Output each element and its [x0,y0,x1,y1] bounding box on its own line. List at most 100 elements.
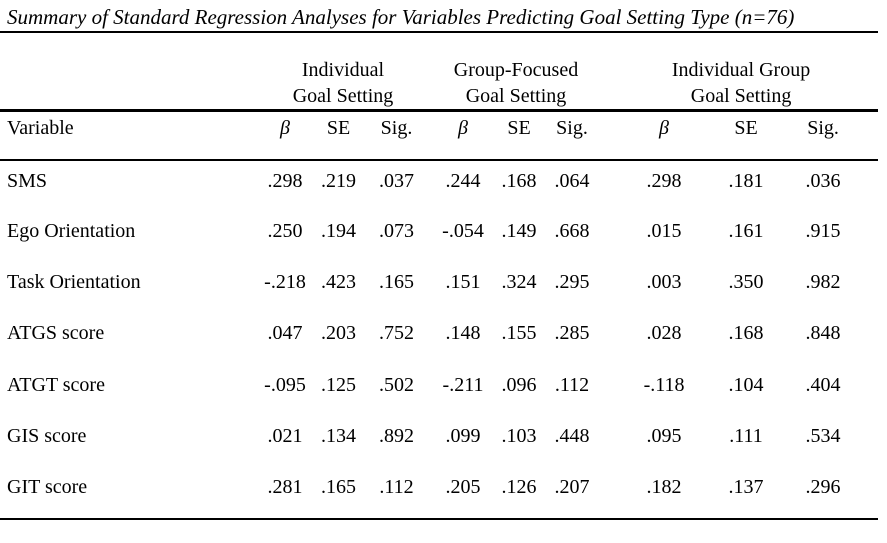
stat-value: .207 [540,467,605,520]
stat-value: .350 [728,271,764,294]
stat-value: .137 [724,467,769,520]
stat-value: .096 [501,373,537,396]
variable-label: SMS [7,169,48,192]
table-body: SMS .298 .219 .037 .244 .168 .064 .298 .181 .036 E… [0,160,879,520]
stat-value: .668 [554,219,590,242]
stat-value: -.218 [264,271,306,294]
stat-value: .148 [445,322,481,345]
stat-value: .219 [321,169,356,192]
stat-value: .203 [321,322,356,345]
stat-value: .155 [501,322,537,345]
table-row: Task Orientation -.218 .423 .165 .151 .324 .29… [0,262,878,313]
table-row: SMS .298 .219 .037 .244 .168 .064 .298 .181 .036 [0,160,878,211]
stat-value: .125 [321,373,356,396]
table-row: GIS score .021 .134 .892 .099 .103 .448 .095 .11… [0,416,878,467]
variable-column-header: Variable [0,110,258,161]
variable-label: ATGT score [7,373,105,396]
stat-value: .112 [554,373,590,396]
group-header-individual-group-goal-setting: Individual Group Goal Setting [604,57,879,112]
stat-value: .036 [805,169,841,192]
variable-label: GIS score [7,424,87,447]
stat-value: .298 [646,169,682,192]
table-row: Ego Orientation .250 .194 .073 -.054 .149 .668… [0,211,878,262]
group-header-line: Individual Group [671,59,811,81]
stat-value: .404 [805,373,841,396]
stat-value: .982 [805,271,841,294]
stat-value: .095 [646,424,682,447]
table-row: ATGT score -.095 .125 .502 -.211 .096 .112 -.11… [0,365,878,416]
group-header-line: Goal Setting [465,85,567,107]
stat-value: .003 [646,271,682,294]
variable-label: GIT score [0,467,258,520]
stat-value: .285 [554,322,590,345]
stat-value: .244 [445,169,481,192]
stat-value: .165 [312,467,365,520]
beta-column-header: β [258,110,312,161]
table-title: Summary of Standard Regression Analyses … [0,0,878,33]
stat-value: .161 [728,219,764,242]
stat-value: .298 [267,169,303,192]
stat-value: .296 [768,467,879,520]
stat-value: .168 [728,322,764,345]
stat-value: .021 [267,424,303,447]
stat-value: .112 [365,467,428,520]
stat-value: .037 [379,169,414,192]
stat-value: .165 [379,271,414,294]
group-header-group-focused-goal-setting: Group-Focused Goal Setting [428,57,605,112]
beta-column-header: β [428,110,498,161]
stat-value: .324 [501,271,537,294]
stat-value: .892 [379,424,414,447]
stat-value: -.095 [264,373,306,396]
se-column-header: SE [312,110,365,161]
se-column-header: SE [498,110,540,161]
group-header-line: Group-Focused [453,59,579,81]
stat-value: .149 [501,219,537,242]
stat-value: -.211 [442,373,484,396]
stat-value: .205 [428,467,498,520]
sig-column-header: Sig. [768,110,879,161]
table-row: ATGS score .047 .203 .752 .148 .155 .285 .028 .1… [0,313,878,364]
group-header-line: Goal Setting [292,85,394,107]
group-header-line: Individual [301,59,385,81]
stat-value: .028 [646,322,682,345]
stat-value: .295 [554,271,590,294]
stat-value: .111 [729,424,763,447]
stat-value: .104 [728,373,764,396]
stat-value: .047 [267,322,303,345]
table-row: GIT score .281.165.112.205.126.207.182.13… [0,467,879,520]
beta-column-header: β [604,110,725,161]
stat-value: .099 [445,424,481,447]
group-header-individual-goal-setting: Individual Goal Setting [258,57,428,112]
group-header-row: Individual Goal Setting Group-Focused Go… [0,57,879,112]
variable-label: Task Orientation [7,271,141,294]
group-header-line: Goal Setting [690,85,792,107]
sig-column-header: Sig. [540,110,605,161]
stat-value: .073 [379,219,414,242]
stat-value: .126 [498,467,540,520]
empty-corner-cell [0,57,258,112]
stat-value: .182 [604,467,725,520]
stat-value: .103 [501,424,537,447]
stat-header-row: Variable β SE Sig. β SE Sig. β SE Sig. [0,110,879,161]
regression-table: Individual Goal Setting Group-Focused Go… [0,57,879,520]
stat-value: .015 [646,219,682,242]
stat-value: .281 [258,467,312,520]
stat-value: .181 [728,169,764,192]
stat-value: .194 [321,219,356,242]
stat-value: .848 [805,322,841,345]
stat-value: .250 [267,219,303,242]
variable-label: ATGS score [7,322,105,345]
stat-value: .064 [554,169,590,192]
stat-value: .502 [379,373,414,396]
stat-value: .448 [554,424,590,447]
se-column-header: SE [724,110,769,161]
stat-value: .168 [501,169,537,192]
stat-value: -.054 [442,219,484,242]
stat-value: .752 [379,322,414,345]
stat-value: .423 [321,271,356,294]
sig-column-header: Sig. [365,110,428,161]
stat-value: .915 [805,219,841,242]
stat-value: .134 [321,424,356,447]
stat-value: .534 [805,424,841,447]
